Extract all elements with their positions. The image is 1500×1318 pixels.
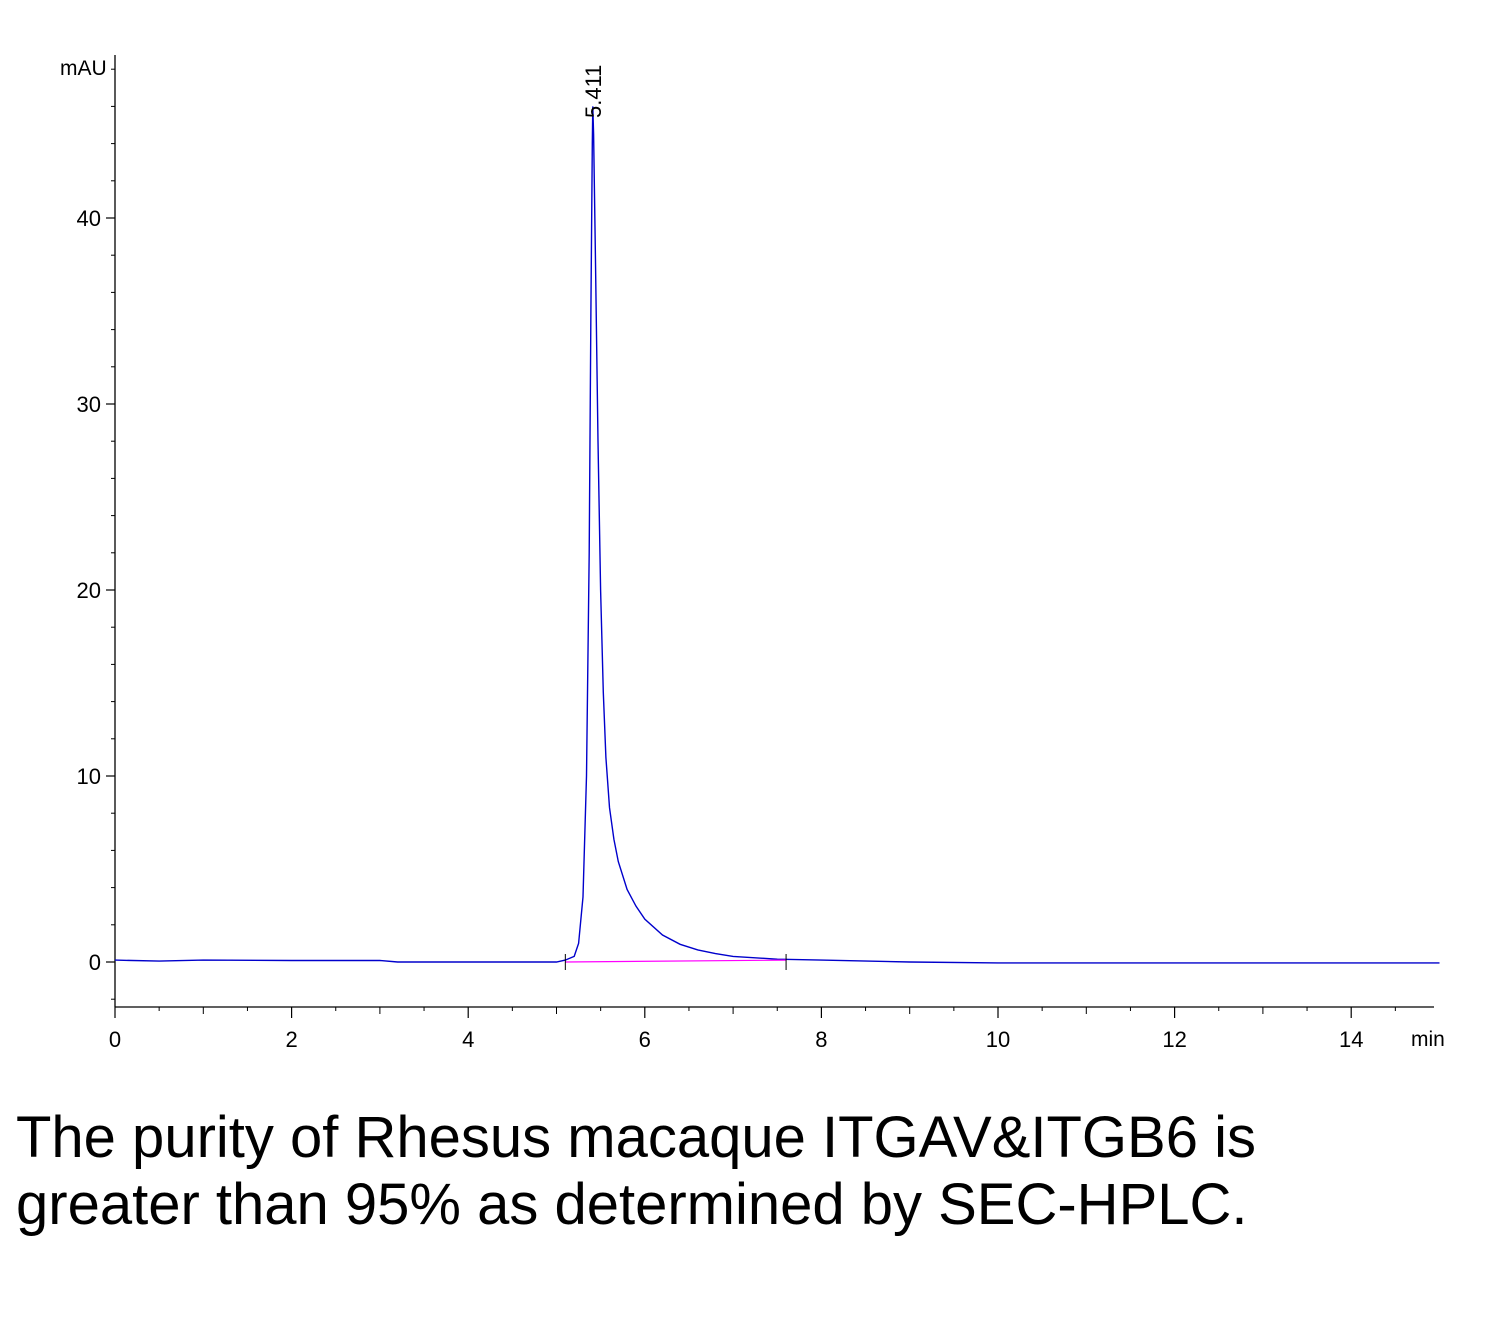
y-tick-label: 30 bbox=[77, 392, 101, 417]
peak-retention-label: 5.411 bbox=[581, 65, 606, 118]
x-tick-label: 10 bbox=[986, 1027, 1010, 1052]
signal-trace bbox=[114, 106, 1440, 964]
plot-area: 5.411 bbox=[114, 65, 1440, 970]
y-tick-label: 40 bbox=[77, 206, 101, 231]
x-tick-label: 8 bbox=[815, 1027, 827, 1052]
x-tick-label: 14 bbox=[1339, 1027, 1363, 1052]
y-axis-unit-label: mAU bbox=[60, 57, 107, 80]
x-axis-unit-label: min bbox=[1411, 1028, 1445, 1051]
y-tick-label: 20 bbox=[77, 578, 101, 603]
x-tick-label: 4 bbox=[462, 1027, 474, 1052]
x-tick-label: 2 bbox=[285, 1027, 297, 1052]
x-tick-label: 12 bbox=[1162, 1027, 1186, 1052]
y-tick-label: 10 bbox=[77, 764, 101, 789]
y-axis: 0 10 20 30 40 bbox=[77, 55, 116, 1007]
figure-caption: The purity of Rhesus macaque ITGAV&ITGB6… bbox=[16, 1105, 1256, 1237]
x-axis: 0 2 4 6 8 10 12 14 bbox=[109, 1006, 1434, 1052]
integration-baseline bbox=[565, 959, 787, 963]
x-tick-label: 6 bbox=[639, 1027, 651, 1052]
x-tick-label: 0 bbox=[109, 1027, 121, 1052]
y-tick-label: 0 bbox=[89, 950, 101, 975]
chromatogram: 0 10 20 30 40 0 2 4 6 8 10 12 14 5.411 mAU min bbox=[60, 55, 1445, 1052]
